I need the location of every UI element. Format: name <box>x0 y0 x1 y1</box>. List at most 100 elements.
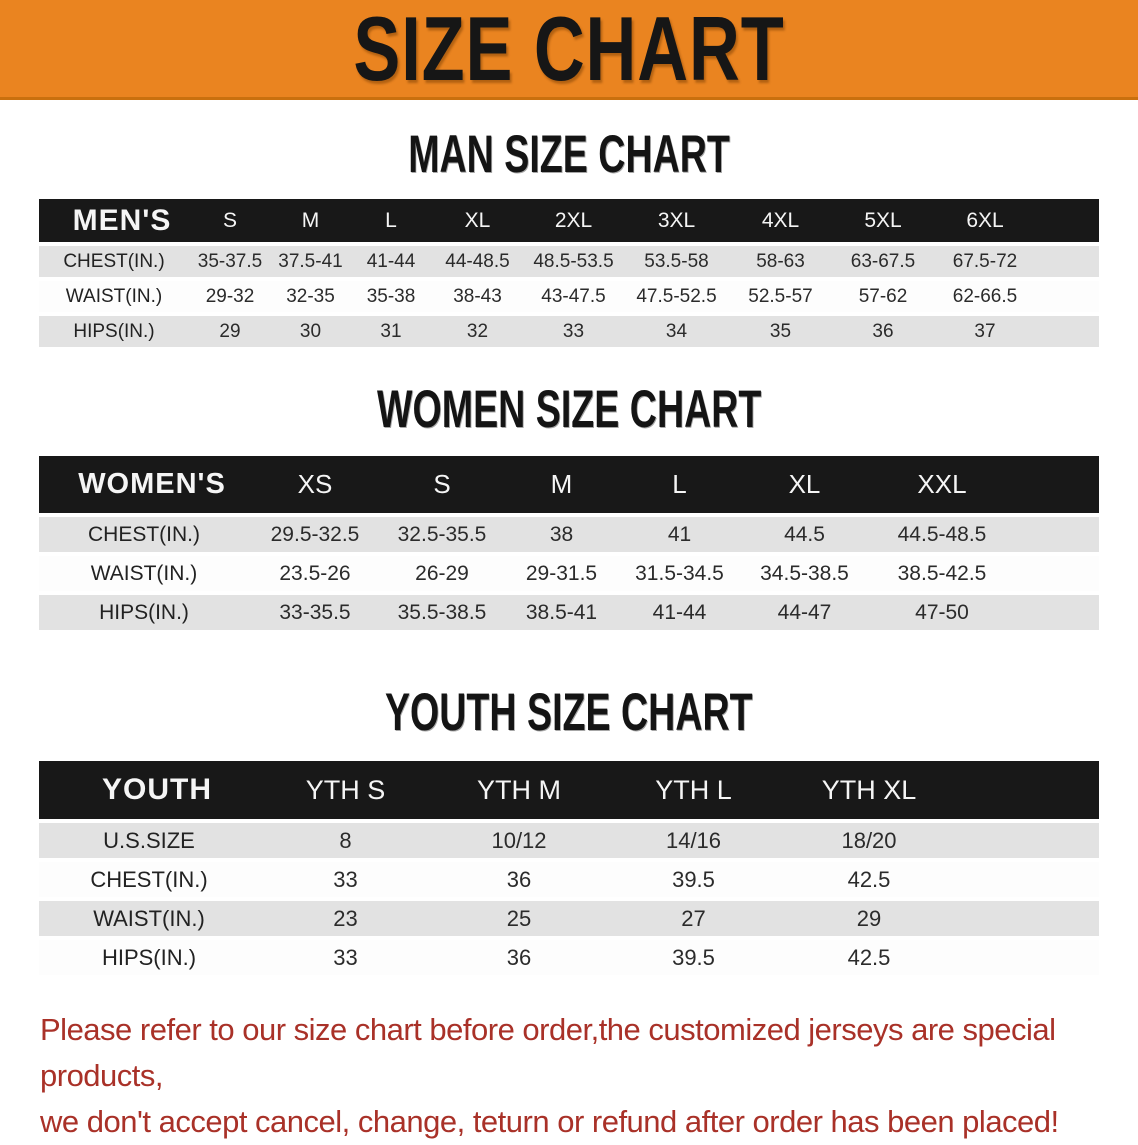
header-filler-cell <box>1014 456 1099 513</box>
value-cell: 29 <box>781 901 957 936</box>
policy-line-1: Please refer to our size chart before or… <box>40 1012 1056 1093</box>
value-cell: 43-47.5 <box>523 281 624 312</box>
value-cell: 32 <box>432 316 523 347</box>
men-section-heading-text: MAN SIZE CHART <box>408 123 730 184</box>
row-label-cell: WAIST(IN.) <box>39 281 189 312</box>
youth-section-heading: YOUTH SIZE CHART <box>0 682 1138 741</box>
value-cell: 33 <box>259 862 432 897</box>
column-header: 3XL <box>624 199 729 242</box>
column-header: L <box>350 199 432 242</box>
row-filler-cell <box>957 823 1099 858</box>
column-header: 4XL <box>729 199 832 242</box>
column-header: M <box>271 199 350 242</box>
value-cell: 27 <box>606 901 781 936</box>
row-filler-cell <box>1014 595 1099 630</box>
row-filler-cell <box>957 901 1099 936</box>
value-cell: 58-63 <box>729 246 832 277</box>
row-label-cell: HIPS(IN.) <box>39 316 189 347</box>
value-cell: 41-44 <box>350 246 432 277</box>
row-filler-cell <box>957 862 1099 897</box>
value-cell: 33 <box>523 316 624 347</box>
value-cell: 36 <box>432 940 606 975</box>
table-row: U.S.SIZE 8 10/12 14/16 18/20 <box>39 823 1099 858</box>
row-label-cell: HIPS(IN.) <box>39 595 249 630</box>
row-filler-cell <box>957 940 1099 975</box>
column-header: YTH M <box>432 761 606 819</box>
value-cell: 37.5-41 <box>271 246 350 277</box>
row-label-cell: WAIST(IN.) <box>39 901 259 936</box>
column-header: XXL <box>870 456 1014 513</box>
women-size-table: WOMEN'S XS S M L XL XXL CHEST(IN.) 29.5-32.5 32.5… <box>39 452 1099 634</box>
value-cell: 36 <box>432 862 606 897</box>
value-cell: 14/16 <box>606 823 781 858</box>
column-header: L <box>620 456 739 513</box>
value-cell: 33-35.5 <box>249 595 381 630</box>
value-cell: 52.5-57 <box>729 281 832 312</box>
column-header: YTH L <box>606 761 781 819</box>
table-row: HIPS(IN.) 29 30 31 32 33 34 35 36 37 <box>39 316 1099 347</box>
order-policy-note: Please refer to our size chart before or… <box>40 1007 1100 1145</box>
table-header-row: MEN'S S M L XL 2XL 3XL 4XL 5XL 6XL <box>39 199 1099 242</box>
youth-size-table: YOUTH YTH S YTH M YTH L YTH XL U.S.SIZE 8 10/12… <box>39 757 1099 979</box>
table-title-cell: YOUTH <box>39 761 259 819</box>
value-cell: 47-50 <box>870 595 1014 630</box>
value-cell: 37 <box>934 316 1036 347</box>
value-cell: 39.5 <box>606 862 781 897</box>
value-cell: 38 <box>503 517 620 552</box>
value-cell: 30 <box>271 316 350 347</box>
value-cell: 29-31.5 <box>503 556 620 591</box>
value-cell: 62-66.5 <box>934 281 1036 312</box>
column-header: XL <box>432 199 523 242</box>
value-cell: 23 <box>259 901 432 936</box>
women-section-heading: WOMEN SIZE CHART <box>0 379 1138 438</box>
women-section-heading-text: WOMEN SIZE CHART <box>376 378 762 439</box>
value-cell: 38.5-41 <box>503 595 620 630</box>
value-cell: 63-67.5 <box>832 246 934 277</box>
value-cell: 29-32 <box>189 281 271 312</box>
value-cell: 39.5 <box>606 940 781 975</box>
table-title-cell: WOMEN'S <box>39 456 249 513</box>
value-cell: 18/20 <box>781 823 957 858</box>
youth-section-heading-text: YOUTH SIZE CHART <box>385 681 753 742</box>
value-cell: 36 <box>832 316 934 347</box>
value-cell: 35-38 <box>350 281 432 312</box>
value-cell: 32.5-35.5 <box>381 517 503 552</box>
column-header: YTH XL <box>781 761 957 819</box>
policy-line-2: we don't accept cancel, change, teturn o… <box>40 1103 1059 1139</box>
men-size-table: MEN'S S M L XL 2XL 3XL 4XL 5XL 6XL CHEST(IN.) 35-37… <box>39 195 1099 351</box>
value-cell: 29.5-32.5 <box>249 517 381 552</box>
value-cell: 31.5-34.5 <box>620 556 739 591</box>
value-cell: 44.5 <box>739 517 870 552</box>
column-header: 2XL <box>523 199 624 242</box>
value-cell: 34.5-38.5 <box>739 556 870 591</box>
row-filler-cell <box>1014 517 1099 552</box>
value-cell: 41-44 <box>620 595 739 630</box>
row-filler-cell <box>1036 316 1099 347</box>
row-label-cell: HIPS(IN.) <box>39 940 259 975</box>
column-header: YTH S <box>259 761 432 819</box>
value-cell: 8 <box>259 823 432 858</box>
value-cell: 41 <box>620 517 739 552</box>
size-chart-banner: SIZE CHART <box>0 0 1138 100</box>
row-filler-cell <box>1014 556 1099 591</box>
value-cell: 67.5-72 <box>934 246 1036 277</box>
column-header: M <box>503 456 620 513</box>
row-label-cell: WAIST(IN.) <box>39 556 249 591</box>
size-chart-title: SIZE CHART <box>353 0 785 99</box>
value-cell: 10/12 <box>432 823 606 858</box>
table-row: HIPS(IN.) 33 36 39.5 42.5 <box>39 940 1099 975</box>
value-cell: 25 <box>432 901 606 936</box>
value-cell: 26-29 <box>381 556 503 591</box>
column-header: S <box>189 199 271 242</box>
row-label-cell: CHEST(IN.) <box>39 517 249 552</box>
column-header: XL <box>739 456 870 513</box>
table-header-row: WOMEN'S XS S M L XL XXL <box>39 456 1099 513</box>
table-header-row: YOUTH YTH S YTH M YTH L YTH XL <box>39 761 1099 819</box>
table-row: WAIST(IN.) 23 25 27 29 <box>39 901 1099 936</box>
value-cell: 33 <box>259 940 432 975</box>
men-section-heading: MAN SIZE CHART <box>0 124 1138 183</box>
value-cell: 31 <box>350 316 432 347</box>
value-cell: 44-48.5 <box>432 246 523 277</box>
value-cell: 53.5-58 <box>624 246 729 277</box>
table-row: HIPS(IN.) 33-35.5 35.5-38.5 38.5-41 41-44 44-… <box>39 595 1099 630</box>
